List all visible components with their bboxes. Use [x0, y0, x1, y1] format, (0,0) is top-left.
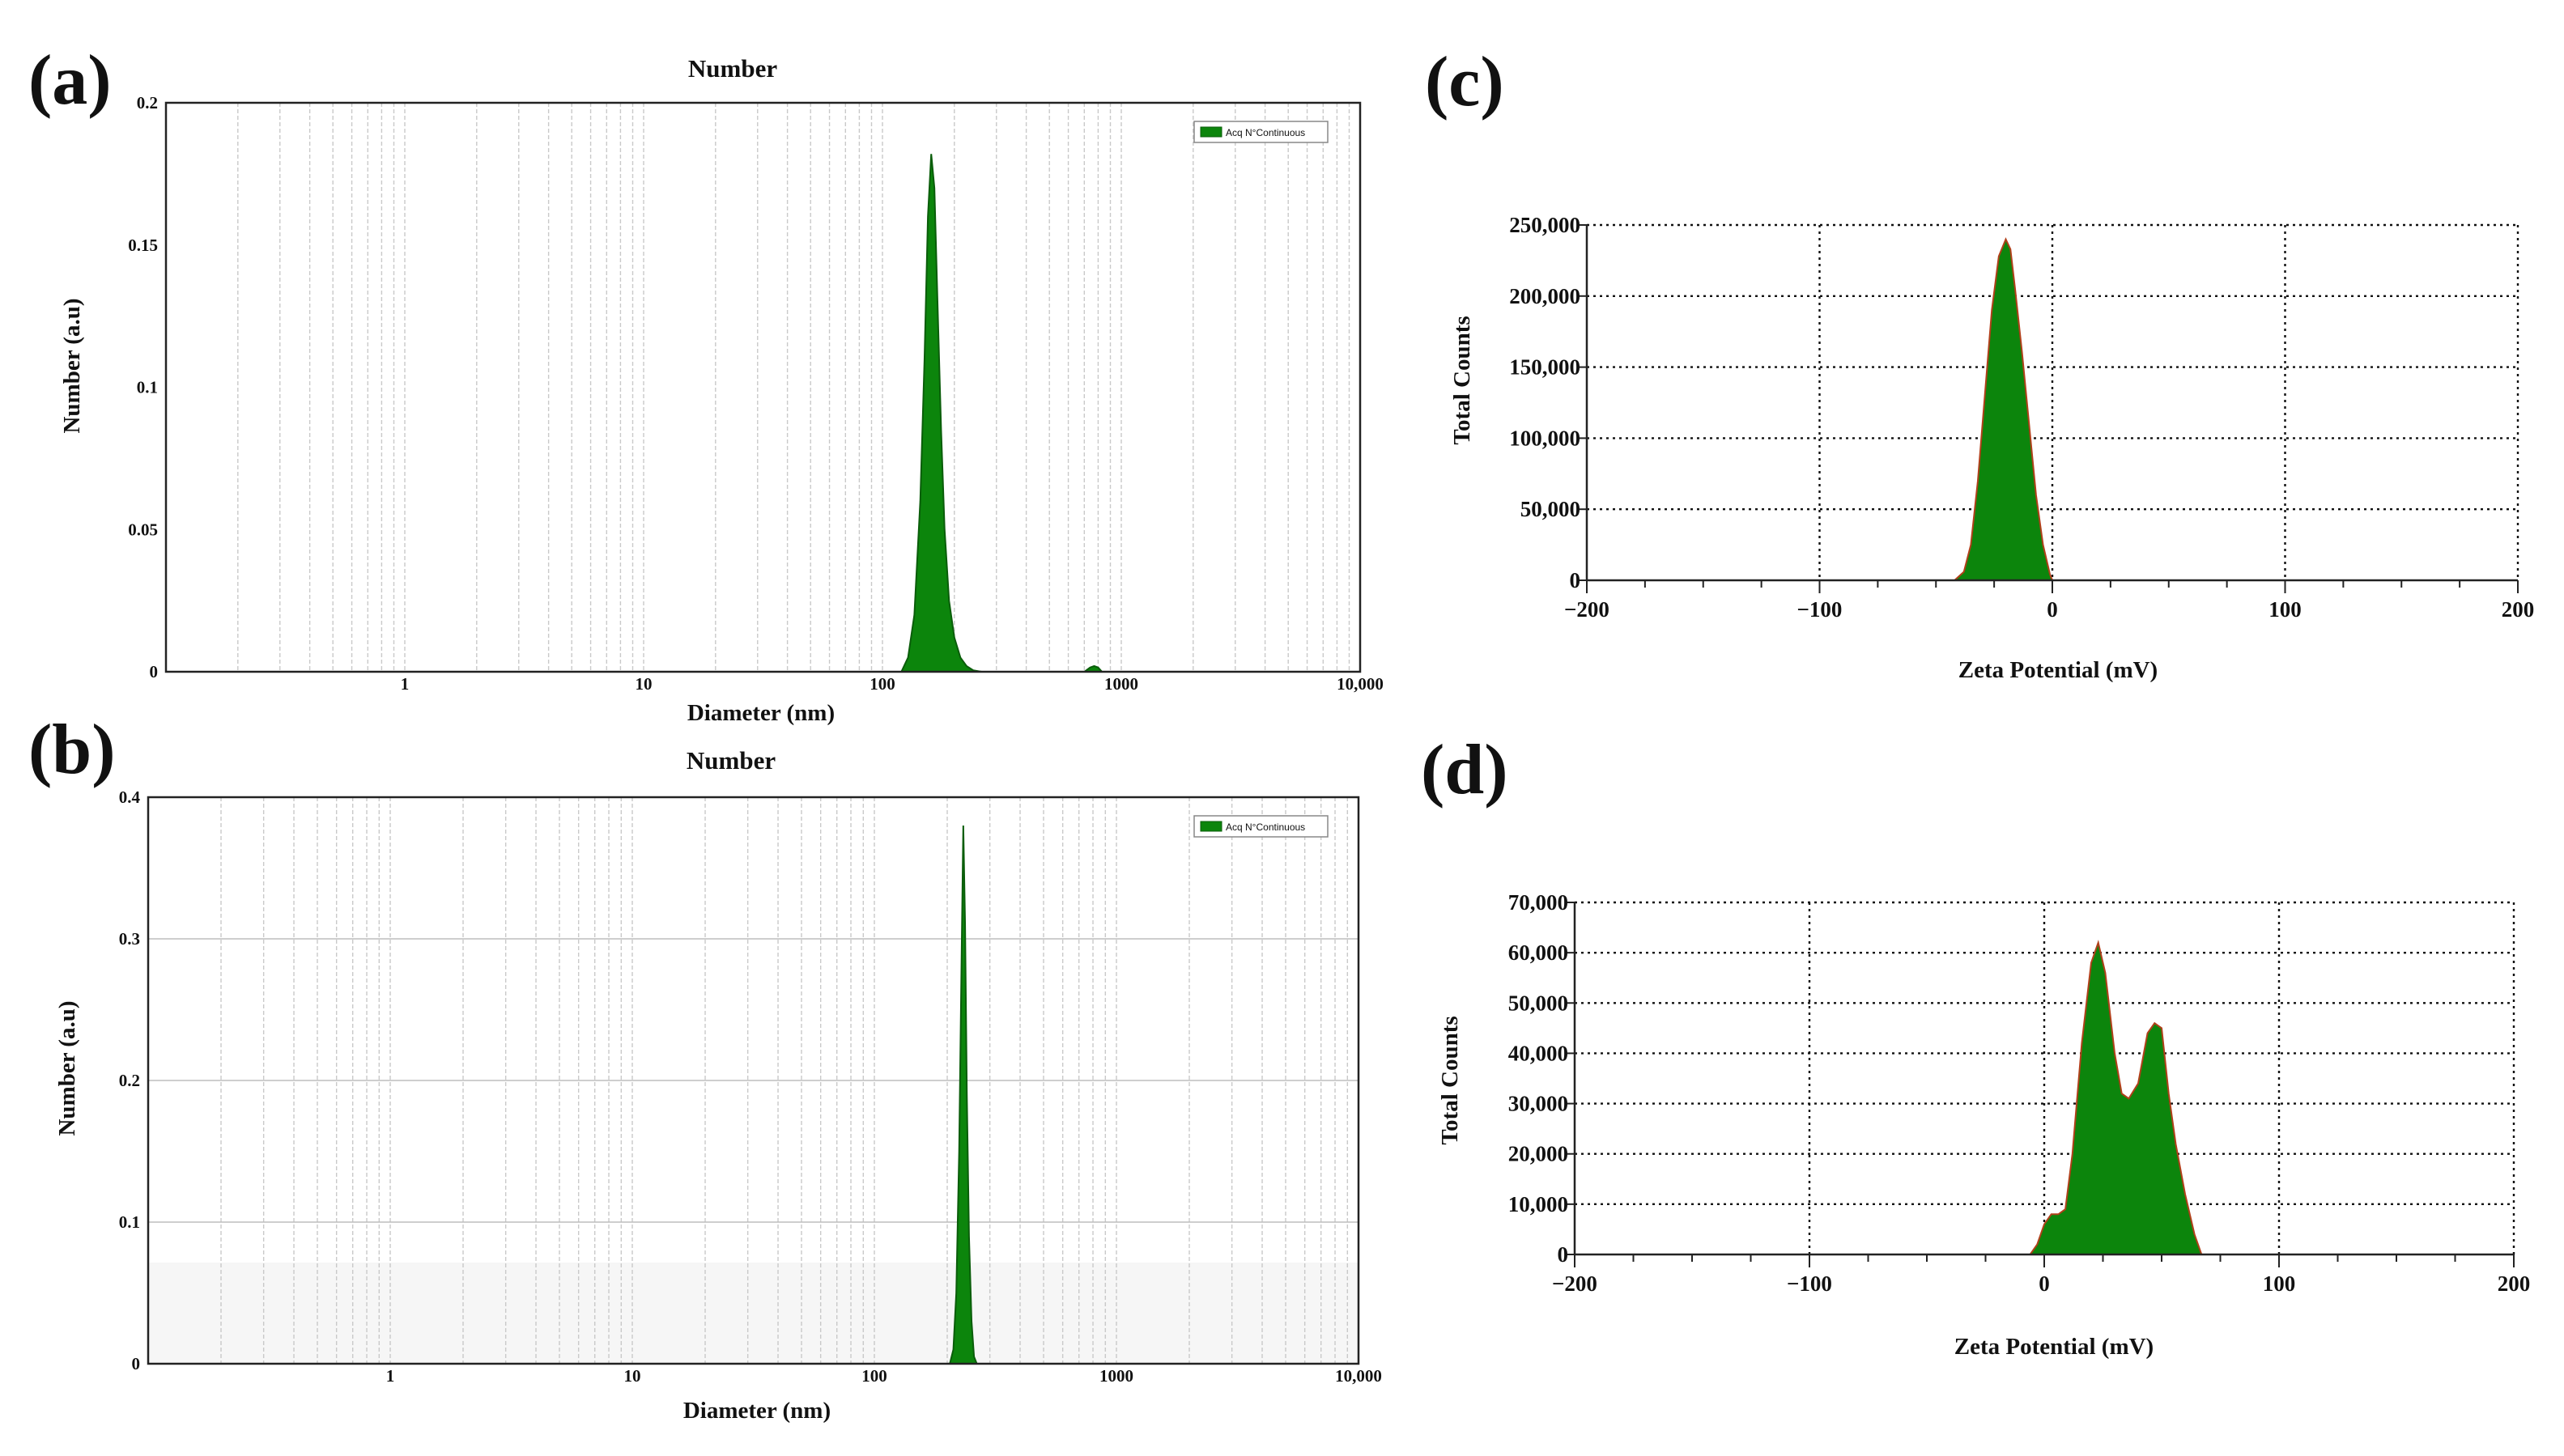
d-ytick-label: 10,000	[1508, 1192, 1568, 1216]
panel-d: (d) −200 −100 0 100 200 0 10,000 20,000 30,000 40…	[1421, 731, 2530, 1360]
a-xtick-label: 10	[636, 674, 653, 694]
panel-a-ticks: 1 10 100 1000 10,000 0 0.05 0.1 0.15 0.2	[128, 93, 1384, 694]
a-xtick-label: 100	[870, 674, 895, 694]
panel-a-letter: (a)	[28, 41, 112, 120]
panel-a-area-series	[899, 154, 1104, 673]
panel-a-legend[interactable]: Acq N°Continuous	[1193, 121, 1329, 143]
panel-d-area-series	[1692, 940, 2396, 1255]
panel-a-legend-swatch	[1200, 126, 1222, 138]
d-xtick-label: −200	[1552, 1271, 1597, 1296]
panel-b-ticks: 1 10 100 1000 10,000 0 0.1 0.2 0.3 0.4	[119, 787, 1382, 1386]
panel-b-letter: (b)	[28, 711, 116, 789]
panel-b: (b) Number 1 10 100 1000 10,000 0 0.1 0.2 0.3 0.4…	[28, 711, 1382, 1424]
panel-b-legend-swatch	[1200, 821, 1222, 832]
c-ytick-label: 150,000	[1509, 355, 1580, 380]
b-xtick-label: 10	[624, 1366, 641, 1386]
d-ytick-label: 50,000	[1508, 991, 1568, 1015]
panel-c-ylabel: Total Counts	[1449, 316, 1475, 444]
d-ytick-label: 40,000	[1508, 1041, 1568, 1065]
a-xtick-label: 10,000	[1337, 674, 1384, 694]
panel-a-legend-label: Acq N°Continuous	[1226, 127, 1305, 138]
panel-a-gridlines	[237, 103, 1350, 672]
panel-c: (c) −200 −100 0 100 200 0 50,000 100,000 150,000…	[1425, 43, 2534, 683]
d-ytick-label: 60,000	[1508, 940, 1568, 965]
c-ytick-label: 100,000	[1509, 426, 1580, 450]
d-ytick-label: 70,000	[1508, 890, 1568, 915]
d-ytick-label: 20,000	[1508, 1142, 1568, 1166]
b-ytick-label: 0.4	[119, 787, 141, 807]
c-xtick-label: 0	[2047, 597, 2058, 622]
panel-d-ylabel: Total Counts	[1437, 1016, 1463, 1144]
a-xtick-label: 1	[401, 674, 410, 694]
b-ytick-label: 0	[132, 1354, 141, 1373]
panel-b-legend-label: Acq N°Continuous	[1226, 821, 1305, 833]
b-xtick-label: 1	[386, 1366, 395, 1386]
panel-b-ylabel: Number (a.u)	[54, 1000, 80, 1136]
d-ytick-label: 30,000	[1508, 1092, 1568, 1116]
panel-a-title: Number	[688, 54, 777, 83]
b-ytick-label: 0.2	[119, 1071, 140, 1090]
a-ytick-label: 0	[150, 662, 159, 681]
panel-b-legend[interactable]: Acq N°Continuous	[1193, 815, 1329, 838]
c-xtick-label: 100	[2268, 597, 2302, 622]
b-xtick-label: 10,000	[1335, 1366, 1382, 1386]
panel-a-ylabel: Number (a.u)	[59, 298, 85, 433]
a-ytick-label: 0.2	[137, 93, 158, 112]
panel-d-xlabel: Zeta Potential (mV)	[1954, 1334, 2154, 1360]
panel-c-xlabel: Zeta Potential (mV)	[1958, 657, 2158, 683]
d-ytick-label: 0	[1558, 1242, 1569, 1267]
panel-b-xlabel: Diameter (nm)	[683, 1398, 831, 1424]
a-ytick-label: 0.1	[137, 378, 158, 397]
b-xtick-label: 1000	[1099, 1366, 1133, 1386]
a-xtick-label: 1000	[1104, 674, 1138, 694]
panel-a-xlabel: Diameter (nm)	[687, 700, 835, 726]
panel-c-letter: (c)	[1425, 43, 1504, 121]
c-ytick-label: 200,000	[1509, 284, 1580, 308]
b-ytick-label: 0.1	[119, 1212, 140, 1232]
c-ytick-label: 250,000	[1509, 213, 1580, 237]
a-ytick-label: 0.05	[128, 520, 158, 539]
panel-b-plot-frame	[147, 796, 1360, 1365]
a-ytick-label: 0.15	[128, 236, 158, 255]
panel-b-gridlines	[148, 797, 1359, 1364]
d-xtick-label: −100	[1787, 1271, 1832, 1296]
panel-a-plot-frame	[164, 101, 1362, 673]
panel-d-gridlines	[1575, 901, 2515, 1254]
b-xtick-label: 100	[861, 1366, 887, 1386]
b-ytick-label: 0.3	[119, 929, 140, 949]
panel-c-gridlines	[1587, 223, 2519, 580]
panel-b-title: Number	[687, 746, 776, 775]
panel-b-area-series	[948, 825, 979, 1365]
c-ytick-label: 50,000	[1520, 497, 1580, 521]
panel-d-letter: (d)	[1421, 731, 1508, 809]
c-xtick-label: 200	[2502, 597, 2535, 622]
c-xtick-label: −100	[1797, 597, 1843, 622]
panel-c-area-series	[1703, 237, 2402, 581]
c-ytick-label: 0	[1570, 568, 1581, 592]
d-xtick-label: 200	[2498, 1271, 2531, 1296]
panel-c-ticks: −200 −100 0 100 200 0 50,000 100,000 150,000 200,…	[1509, 213, 2534, 622]
panel-d-ticks: −200 −100 0 100 200 0 10,000 20,000 30,000 40,000…	[1508, 890, 2531, 1296]
panel-a: (a) Number 1 10 100 1000 10,000 0 0.05 0.1 0.15 0…	[28, 41, 1384, 726]
c-xtick-label: −200	[1564, 597, 1609, 622]
panel-b-shade-band	[148, 1263, 1359, 1364]
d-xtick-label: 100	[2263, 1271, 2296, 1296]
d-xtick-label: 0	[2039, 1271, 2050, 1296]
